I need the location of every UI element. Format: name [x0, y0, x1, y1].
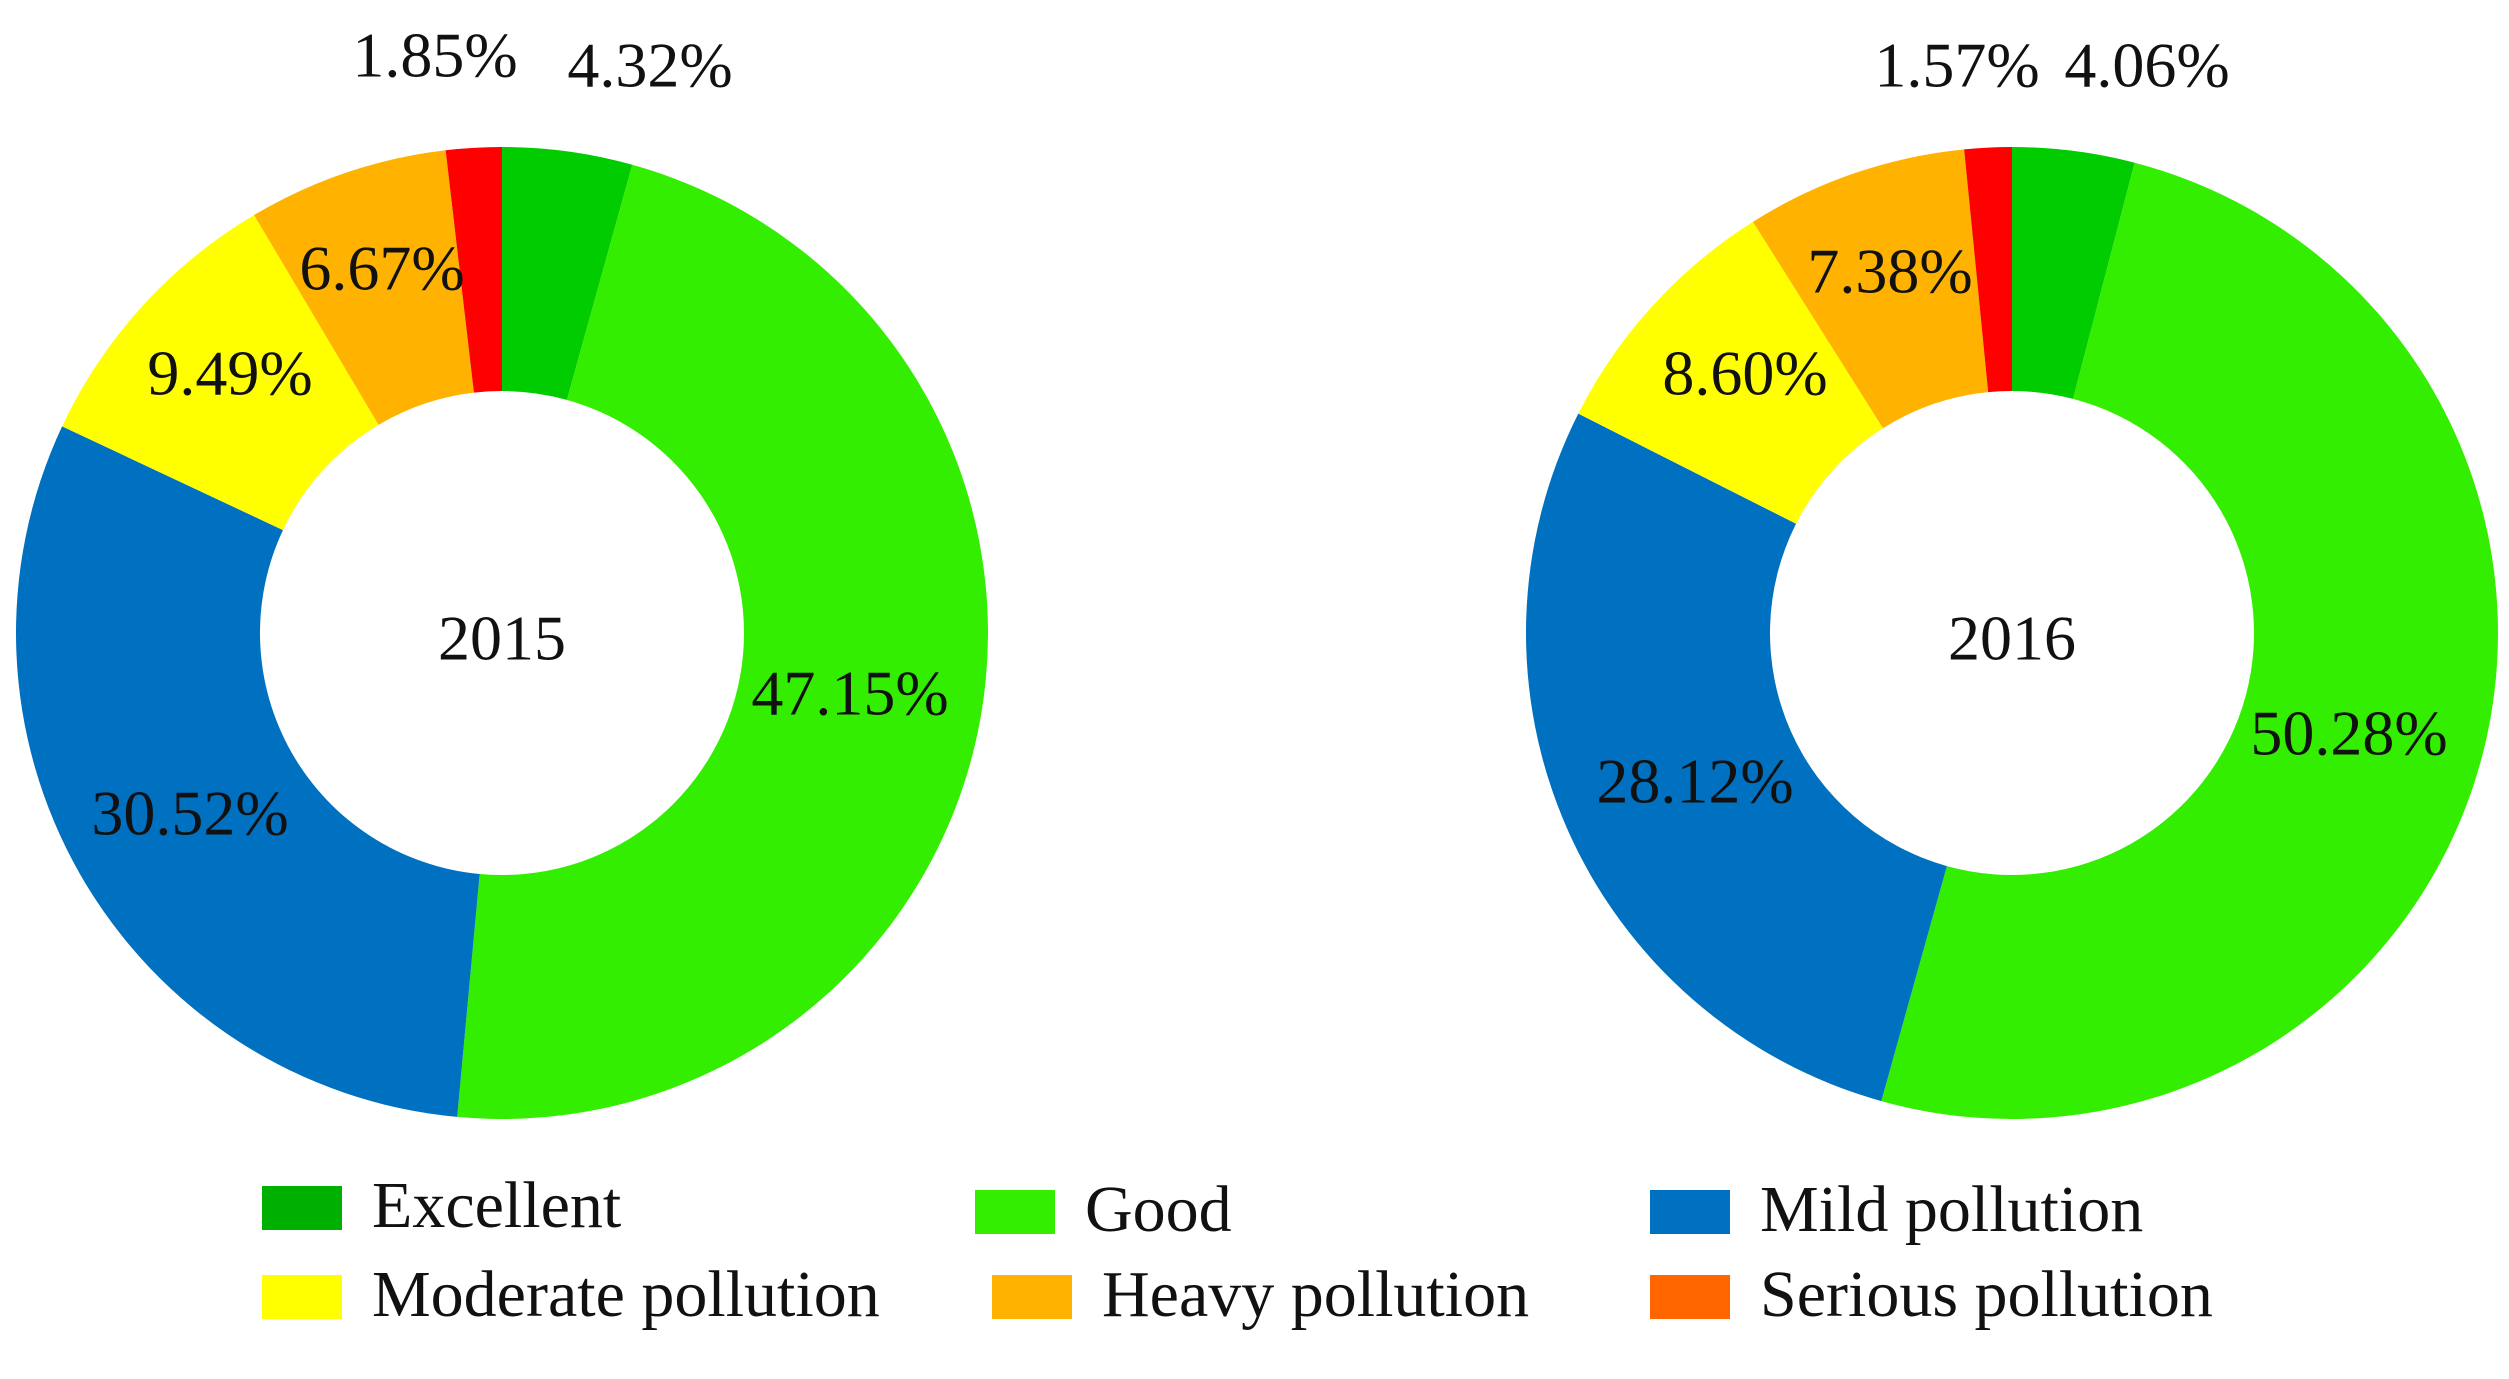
legend-swatch-serious-pollution: [1650, 1275, 1730, 1319]
data-label-2015-moderate-pollution: 9.49%: [147, 338, 312, 409]
legend-label-heavy-pollution: Heavy pollution: [1102, 1258, 1529, 1331]
data-label-2015-excellent: 4.32%: [567, 30, 732, 101]
slice-2015-heavy-pollution: [254, 150, 474, 425]
donut-2016: 4.06% 50.28% 28.12% 8.60% 7.38% 1.57% 2016: [1525, 30, 2498, 1119]
data-label-2015-mild-pollution: 30.52%: [91, 778, 288, 849]
slice-2015-mild-pollution: [15, 426, 480, 1117]
data-label-2016-serious-pollution: 1.57%: [1874, 30, 2039, 101]
slice-2016-good: [1881, 162, 2498, 1119]
slice-2015-serious-pollution: [445, 147, 502, 393]
data-label-2016-good: 50.28%: [2250, 698, 2447, 769]
slice-2016-heavy-pollution: [1752, 149, 1989, 429]
slice-2015-good: [457, 164, 988, 1119]
data-label-2016-excellent: 4.06%: [2064, 30, 2229, 101]
legend-label-serious-pollution: Serious pollution: [1760, 1258, 2213, 1331]
legend-swatch-heavy-pollution: [992, 1275, 1072, 1319]
slice-2015-excellent: [502, 147, 633, 400]
legend: Excellent Good Mild pollution Moderate poll…: [262, 1169, 2213, 1331]
center-label-2016: 2016: [1948, 603, 2076, 674]
data-label-2015-heavy-pollution: 6.67%: [299, 233, 464, 304]
data-label-2016-mild-pollution: 28.12%: [1596, 746, 1793, 817]
slice-2015-moderate-pollution: [62, 214, 379, 531]
data-label-2016-moderate-pollution: 8.60%: [1662, 338, 1827, 409]
legend-swatch-good: [975, 1190, 1055, 1234]
slice-2016-moderate-pollution: [1578, 221, 1883, 524]
legend-label-good: Good: [1085, 1173, 1232, 1246]
data-label-2015-good: 47.15%: [751, 658, 948, 729]
legend-swatch-mild-pollution: [1650, 1190, 1730, 1234]
slice-2016-excellent: [2012, 147, 2135, 399]
legend-label-moderate-pollution: Moderate pollution: [372, 1258, 880, 1331]
center-label-2015: 2015: [438, 603, 566, 674]
legend-swatch-moderate-pollution: [262, 1275, 342, 1319]
donut-2015: 4.32% 47.15% 30.52% 9.49% 6.67% 1.85% 2015: [15, 20, 988, 1119]
slice-2016-serious-pollution: [1964, 147, 2012, 393]
data-label-2015-serious-pollution: 1.85%: [352, 20, 517, 91]
slice-2016-mild-pollution: [1525, 413, 1947, 1102]
legend-label-mild-pollution: Mild pollution: [1760, 1173, 2143, 1246]
data-label-2016-heavy-pollution: 7.38%: [1807, 236, 1972, 307]
legend-label-excellent: Excellent: [372, 1169, 621, 1242]
legend-swatch-excellent: [262, 1186, 342, 1230]
